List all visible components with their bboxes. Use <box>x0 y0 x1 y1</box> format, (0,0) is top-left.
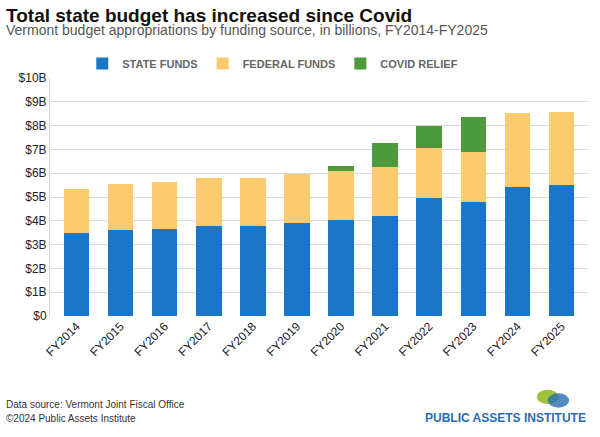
svg-text:$9B: $9B <box>25 95 46 109</box>
svg-text:Total state budget has increas: Total state budget has increased since C… <box>6 5 412 26</box>
svg-text:©2024 Public Assets Institute: ©2024 Public Assets Institute <box>6 413 136 424</box>
svg-text:FY2023: FY2023 <box>440 319 480 359</box>
svg-text:COVID RELIEF: COVID RELIEF <box>380 58 457 70</box>
svg-text:FY2016: FY2016 <box>131 319 171 359</box>
svg-text:FY2014: FY2014 <box>43 319 83 359</box>
svg-text:STATE FUNDS: STATE FUNDS <box>122 58 197 70</box>
svg-text:$5B: $5B <box>25 190 46 204</box>
svg-text:FY2017: FY2017 <box>175 319 215 359</box>
svg-text:Vermont budget appropriations: Vermont budget appropriations by funding… <box>6 22 488 38</box>
svg-text:$10B: $10B <box>19 71 47 85</box>
svg-text:FEDERAL FUNDS: FEDERAL FUNDS <box>243 58 336 70</box>
svg-text:FY2015: FY2015 <box>87 319 127 359</box>
svg-text:PUBLIC ASSETS INSTITUTE: PUBLIC ASSETS INSTITUTE <box>425 411 586 425</box>
svg-text:FY2022: FY2022 <box>396 319 436 359</box>
svg-text:$0: $0 <box>33 309 47 323</box>
svg-text:FY2021: FY2021 <box>352 319 392 359</box>
svg-text:FY2024: FY2024 <box>484 319 524 359</box>
svg-text:FY2020: FY2020 <box>308 319 348 359</box>
svg-text:FY2025: FY2025 <box>528 319 568 359</box>
svg-text:$7B: $7B <box>25 143 46 157</box>
svg-text:$8B: $8B <box>25 119 46 133</box>
svg-text:$2B: $2B <box>25 262 46 276</box>
svg-text:$1B: $1B <box>25 285 46 299</box>
svg-text:FY2019: FY2019 <box>264 319 304 359</box>
svg-text:FY2018: FY2018 <box>220 319 260 359</box>
svg-text:Data source: Vermont Joint Fis: Data source: Vermont Joint Fiscal Office <box>6 399 185 410</box>
svg-text:$3B: $3B <box>25 238 46 252</box>
svg-text:$6B: $6B <box>25 166 46 180</box>
svg-text:$4B: $4B <box>25 214 46 228</box>
